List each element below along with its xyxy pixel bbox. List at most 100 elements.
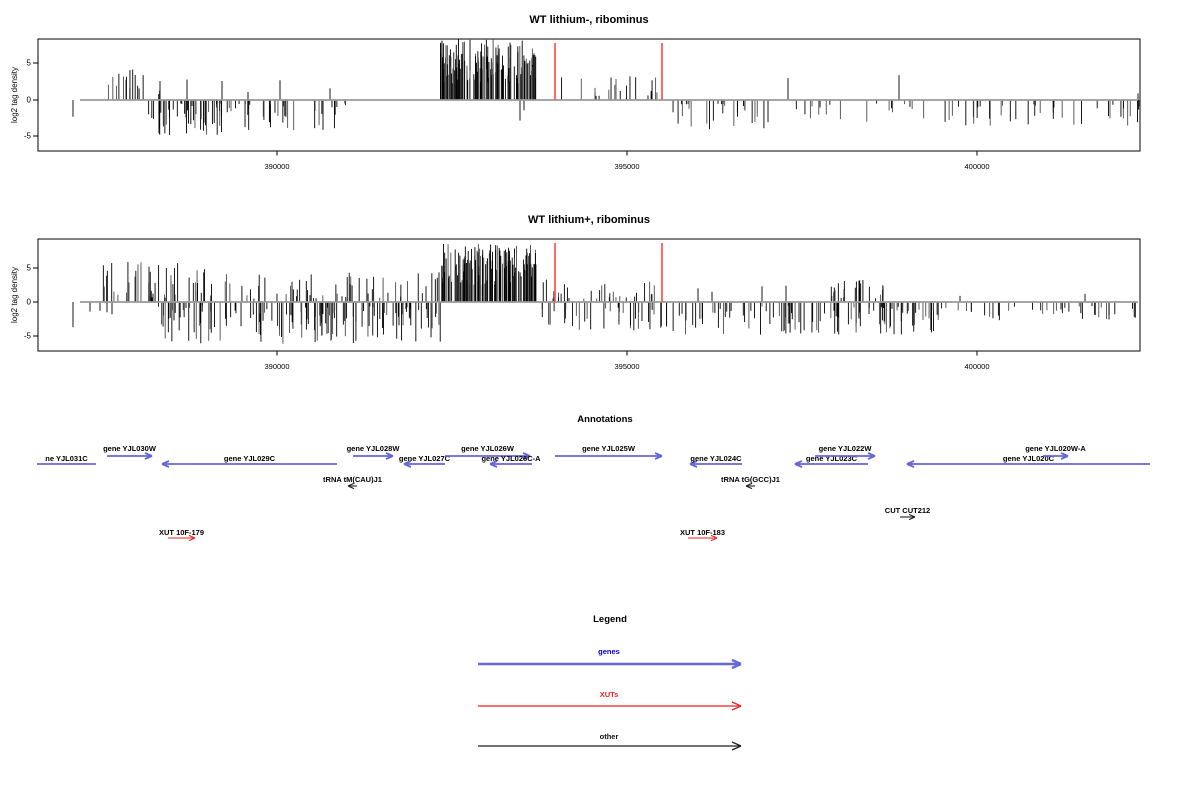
- y-axis-tick-label: 5: [27, 264, 32, 273]
- arrowhead: [161, 463, 170, 468]
- y-axis-tick-label: -5: [24, 332, 32, 341]
- x-axis-tick-label: 400000: [964, 362, 989, 371]
- arrowhead: [385, 455, 394, 460]
- annotation-label: gene YJL030W: [103, 444, 157, 453]
- arrowhead: [144, 455, 153, 460]
- annotation-label: gene YJL027C: [399, 454, 451, 463]
- arrowhead: [745, 485, 753, 490]
- gene-annotation: gene YJL024C: [689, 454, 742, 468]
- x-axis-tick-label: 400000: [964, 162, 989, 171]
- panel2-y-axis-label: log2 tag density: [10, 267, 19, 323]
- legend-section-title: Legend: [593, 614, 627, 625]
- arrowhead: [188, 537, 196, 542]
- panel-bars: [72, 243, 1136, 344]
- annotation-label: XUT 10F-183: [680, 528, 725, 537]
- arrowhead: [403, 463, 412, 468]
- other-annotation: tRNA tG(GCC)J1: [721, 475, 780, 490]
- density-panel-2: 5 0 -5 390000 395000 400000: [24, 238, 1141, 371]
- gene-annotation: gene YJL028W: [347, 444, 401, 460]
- annotation-label: gene YJL020W-A: [1025, 444, 1086, 453]
- y-axis-tick-label: -5: [24, 132, 32, 141]
- annotation-label: gene YJL020C: [1003, 454, 1055, 463]
- gene-annotation: ne YJL031C: [37, 454, 96, 465]
- annotation-label: CUT CUT212: [885, 506, 930, 515]
- y-axis-tick-label: 0: [27, 96, 32, 105]
- legend-arrow-XUTs: [478, 701, 742, 711]
- arrowhead: [347, 485, 355, 490]
- arrowhead: [1060, 452, 1069, 457]
- gene-annotation: gene YJL027C: [399, 454, 451, 468]
- x-axis-tick-label: 395000: [614, 362, 639, 371]
- annotation-label: gene YJL022W: [819, 444, 873, 453]
- arrowhead: [144, 452, 153, 457]
- arrowhead: [522, 455, 531, 460]
- arrowhead: [489, 460, 498, 465]
- arrowhead: [731, 658, 742, 666]
- arrowhead: [654, 452, 663, 457]
- xut-annotation: XUT 10F-183: [680, 528, 725, 542]
- arrowhead: [794, 460, 803, 465]
- legend-arrow-other: [478, 741, 742, 751]
- panel-bars: [72, 39, 1141, 135]
- legend-label-genes: genes: [598, 647, 620, 656]
- arrowhead: [1060, 455, 1069, 460]
- arrowhead: [867, 455, 876, 460]
- gene-annotation: gene YJL022W: [815, 444, 876, 460]
- other-annotation: tRNA tM(CAU)J1: [323, 475, 382, 490]
- gene-annotation: gene YJL026C-A: [481, 454, 541, 468]
- arrowhead: [161, 460, 170, 465]
- gene-annotation: gene YJL020C: [906, 454, 1150, 468]
- annotation-label: gene YJL023C: [806, 454, 858, 463]
- arrowhead: [908, 516, 916, 521]
- x-axis-tick-label: 390000: [264, 362, 289, 371]
- arrowhead: [689, 460, 698, 465]
- gene-annotation: gene YJL030W: [103, 444, 157, 460]
- gene-annotation: gene YJL025W: [555, 444, 663, 460]
- arrowhead: [731, 741, 742, 747]
- density-panel-1: 5 0 -5 390000 395000 400000: [24, 38, 1141, 171]
- gene-annotation: gene YJL023C: [794, 454, 868, 468]
- arrowhead: [710, 534, 718, 539]
- arrowhead: [522, 452, 531, 457]
- arrowhead: [489, 463, 498, 468]
- arrowhead: [867, 452, 876, 457]
- arrowhead: [654, 455, 663, 460]
- arrowhead: [710, 537, 718, 542]
- panel-box: [37, 38, 1141, 152]
- arrowhead: [403, 460, 412, 465]
- annotation-label: gene YJL026W: [461, 444, 515, 453]
- annotation-label: tRNA tM(CAU)J1: [323, 475, 382, 484]
- gene-annotation: gene YJL020W-A: [1025, 444, 1086, 460]
- arrowhead: [689, 463, 698, 468]
- generated-plot-layers: 5 0 -5 390000 395000 400000 5 0 -5 390000 395000 40…: [24, 38, 1150, 751]
- annotation-label: gene YJL028W: [347, 444, 401, 453]
- annotation-label: ne YJL031C: [45, 454, 88, 463]
- other-annotation: CUT CUT212: [885, 506, 930, 521]
- arrowhead: [385, 452, 394, 457]
- x-axis-tick-label: 390000: [264, 162, 289, 171]
- annotation-label: gene YJL024C: [690, 454, 742, 463]
- annotation-label: tRNA tG(GCC)J1: [721, 475, 780, 484]
- y-axis-tick-label: 5: [27, 59, 32, 68]
- legend-arrows: [478, 658, 742, 751]
- arrowhead: [906, 463, 915, 468]
- annotation-label: gene YJL025W: [582, 444, 636, 453]
- legend-label-xuts: XUTs: [600, 690, 619, 699]
- y-axis-tick-label: 0: [27, 298, 32, 307]
- panel2-title: WT lithium+, ribominus: [528, 214, 650, 226]
- arrowhead: [731, 705, 742, 711]
- arrowhead: [731, 662, 742, 670]
- arrowhead: [908, 513, 916, 518]
- panel1-y-axis-label: log2 tag density: [10, 67, 19, 123]
- annotations-section-title: Annotations: [577, 414, 632, 425]
- arrowhead: [731, 745, 742, 751]
- arrowhead: [906, 460, 915, 465]
- arrowhead: [794, 463, 803, 468]
- legend-arrow-genes: [478, 658, 742, 670]
- arrowhead: [745, 482, 753, 487]
- xut-annotation: XUT 10F-179: [159, 528, 204, 542]
- arrowhead: [347, 482, 355, 487]
- gene-annotation: gene YJL026W: [445, 444, 531, 460]
- arrowhead: [731, 701, 742, 707]
